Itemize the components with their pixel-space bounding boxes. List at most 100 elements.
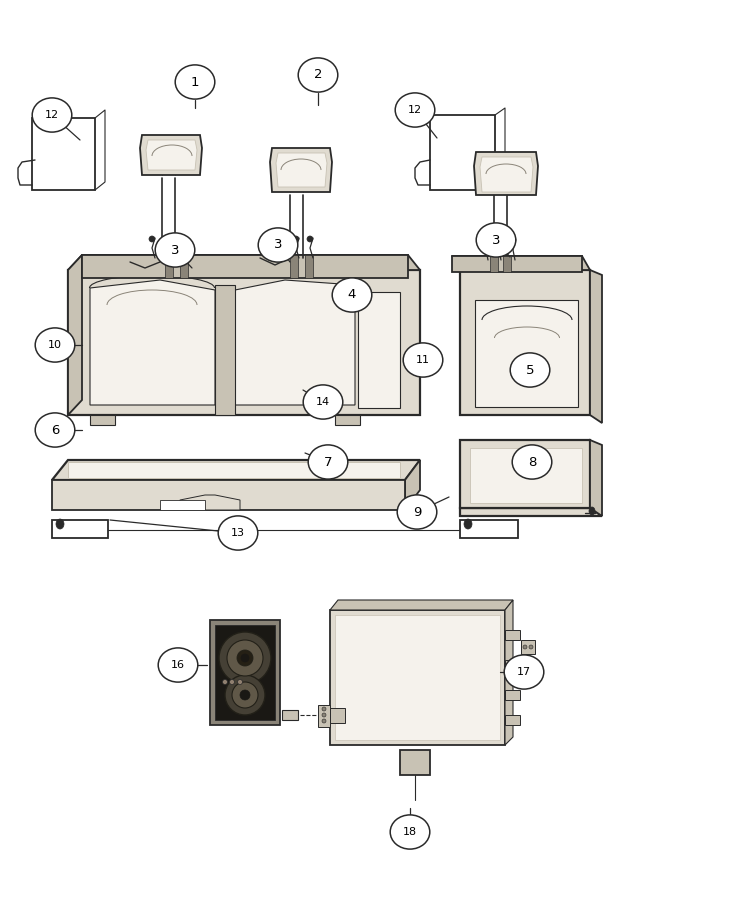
Ellipse shape xyxy=(293,236,299,242)
Ellipse shape xyxy=(322,713,326,717)
Ellipse shape xyxy=(158,648,198,682)
Text: 7: 7 xyxy=(324,455,332,469)
Ellipse shape xyxy=(529,665,533,669)
Polygon shape xyxy=(180,255,188,278)
Ellipse shape xyxy=(230,680,234,685)
Ellipse shape xyxy=(504,655,544,689)
Polygon shape xyxy=(505,690,520,700)
Text: 18: 18 xyxy=(403,827,417,837)
Polygon shape xyxy=(160,500,205,510)
Ellipse shape xyxy=(241,654,249,662)
Ellipse shape xyxy=(218,516,258,550)
Polygon shape xyxy=(90,415,115,425)
Polygon shape xyxy=(52,460,420,480)
Text: 6: 6 xyxy=(51,424,59,436)
Polygon shape xyxy=(590,440,602,516)
Polygon shape xyxy=(165,255,173,278)
Ellipse shape xyxy=(523,665,527,669)
Polygon shape xyxy=(505,660,520,670)
Polygon shape xyxy=(32,118,95,190)
Polygon shape xyxy=(452,256,590,270)
Polygon shape xyxy=(235,280,355,405)
Polygon shape xyxy=(460,270,590,415)
Ellipse shape xyxy=(395,93,435,127)
Polygon shape xyxy=(140,135,202,175)
Polygon shape xyxy=(146,140,197,170)
Text: 9: 9 xyxy=(413,506,421,518)
Ellipse shape xyxy=(303,385,343,419)
Polygon shape xyxy=(210,620,280,725)
Polygon shape xyxy=(52,480,405,510)
Polygon shape xyxy=(590,270,602,423)
Ellipse shape xyxy=(240,690,250,700)
Text: 16: 16 xyxy=(171,660,185,670)
Polygon shape xyxy=(68,270,420,415)
Ellipse shape xyxy=(222,680,227,685)
Ellipse shape xyxy=(403,343,443,377)
Ellipse shape xyxy=(308,445,348,479)
Ellipse shape xyxy=(512,445,552,479)
Polygon shape xyxy=(475,300,578,407)
Text: 11: 11 xyxy=(416,355,430,365)
Ellipse shape xyxy=(227,640,263,676)
Polygon shape xyxy=(68,462,400,478)
Ellipse shape xyxy=(162,236,168,242)
Polygon shape xyxy=(270,148,332,192)
Text: 1: 1 xyxy=(190,76,199,88)
Ellipse shape xyxy=(32,98,72,132)
Text: 13: 13 xyxy=(231,528,245,538)
Polygon shape xyxy=(82,255,408,278)
Polygon shape xyxy=(521,660,535,674)
Polygon shape xyxy=(470,448,582,503)
Ellipse shape xyxy=(56,519,64,529)
Polygon shape xyxy=(430,115,495,190)
Ellipse shape xyxy=(36,328,75,362)
Polygon shape xyxy=(490,256,498,272)
Text: 14: 14 xyxy=(316,397,330,407)
Polygon shape xyxy=(90,280,215,405)
Ellipse shape xyxy=(225,675,265,715)
Text: 10: 10 xyxy=(48,340,62,350)
Text: 2: 2 xyxy=(313,68,322,82)
Polygon shape xyxy=(305,255,313,278)
Polygon shape xyxy=(318,705,330,727)
Ellipse shape xyxy=(332,278,372,312)
Polygon shape xyxy=(521,640,535,654)
Polygon shape xyxy=(335,615,500,740)
Polygon shape xyxy=(358,292,400,408)
Text: 8: 8 xyxy=(528,455,536,469)
Text: 12: 12 xyxy=(45,110,59,120)
Ellipse shape xyxy=(219,632,271,684)
Ellipse shape xyxy=(237,650,253,666)
Text: 3: 3 xyxy=(273,238,282,251)
Polygon shape xyxy=(505,630,520,640)
Polygon shape xyxy=(215,285,235,415)
Polygon shape xyxy=(503,256,511,272)
Ellipse shape xyxy=(280,236,286,242)
Ellipse shape xyxy=(529,645,533,649)
Polygon shape xyxy=(282,710,298,720)
Text: 17: 17 xyxy=(517,667,531,677)
Polygon shape xyxy=(52,520,108,538)
Text: 3: 3 xyxy=(170,244,179,256)
Polygon shape xyxy=(480,157,533,192)
Polygon shape xyxy=(290,255,298,278)
Ellipse shape xyxy=(175,65,215,99)
Ellipse shape xyxy=(523,645,527,649)
Polygon shape xyxy=(215,625,275,720)
Ellipse shape xyxy=(391,814,430,849)
Ellipse shape xyxy=(176,236,182,242)
Ellipse shape xyxy=(258,228,298,262)
Polygon shape xyxy=(505,600,513,745)
Polygon shape xyxy=(330,708,345,723)
Polygon shape xyxy=(335,415,360,425)
Polygon shape xyxy=(505,715,520,725)
Ellipse shape xyxy=(36,413,75,447)
Polygon shape xyxy=(460,440,590,508)
Polygon shape xyxy=(474,152,538,195)
Text: 3: 3 xyxy=(492,233,500,247)
Ellipse shape xyxy=(464,519,472,529)
Ellipse shape xyxy=(322,707,326,711)
Polygon shape xyxy=(460,520,518,538)
Ellipse shape xyxy=(307,236,313,242)
